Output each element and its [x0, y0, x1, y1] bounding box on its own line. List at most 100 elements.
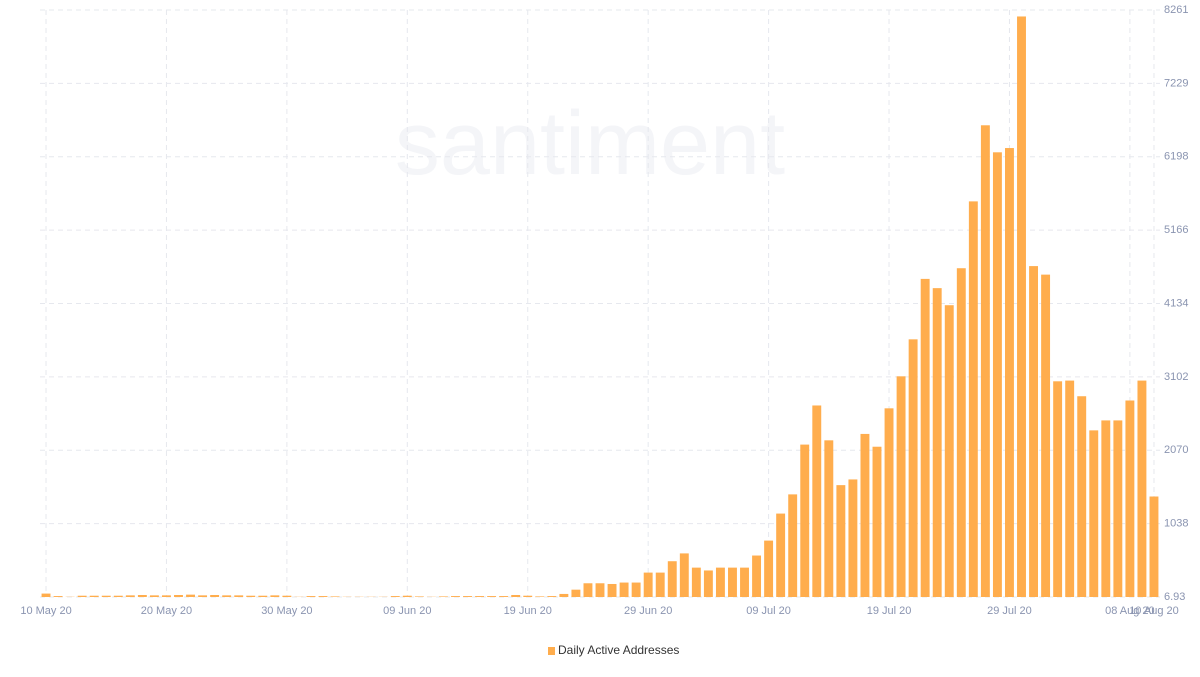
- bar: [487, 596, 497, 597]
- bar: [764, 540, 774, 597]
- bar: [41, 593, 51, 597]
- bar: [968, 201, 978, 597]
- bar: [306, 596, 316, 597]
- bar: [77, 595, 87, 597]
- bar: [438, 596, 448, 597]
- bar: [848, 479, 858, 597]
- bar: [318, 596, 328, 597]
- bar: [1077, 396, 1087, 597]
- x-tick-label: 08 Aug 20: [1105, 605, 1155, 617]
- bar: [992, 152, 1002, 597]
- bar: [390, 596, 400, 597]
- bar: [679, 553, 689, 597]
- bar: [1101, 420, 1111, 597]
- bar: [1029, 266, 1039, 597]
- bar: [186, 594, 195, 597]
- bar: [812, 405, 822, 597]
- bar: [523, 595, 533, 597]
- bar: [728, 567, 737, 597]
- bar: [631, 582, 641, 597]
- bar: [932, 288, 942, 597]
- x-tick-label: 19 Jul 20: [867, 605, 912, 617]
- bar: [53, 596, 63, 597]
- bar: [1053, 381, 1063, 597]
- legend-label: Daily Active Addresses: [558, 643, 679, 657]
- x-tick-label: 09 Jul 20: [746, 605, 791, 617]
- bar: [499, 596, 509, 597]
- bar: [511, 595, 521, 597]
- bar: [559, 593, 569, 597]
- bar: [872, 446, 882, 597]
- bar: [1125, 400, 1135, 597]
- bar: [1005, 148, 1014, 597]
- bar: [270, 595, 280, 597]
- x-tick-label: 29 Jul 20: [987, 605, 1032, 617]
- y-tick-label: 3102: [1164, 371, 1188, 383]
- bar: [703, 570, 713, 597]
- bar: [113, 595, 123, 597]
- bar: [535, 596, 545, 597]
- bar: [125, 595, 135, 597]
- bar: [824, 440, 834, 597]
- bar: [402, 595, 412, 597]
- legend-swatch: [548, 647, 555, 655]
- bar: [715, 567, 725, 597]
- x-tick-label: 10 Aug 20: [1129, 605, 1179, 617]
- bar: [1065, 380, 1075, 597]
- y-tick-label: 6198: [1164, 151, 1188, 163]
- bar: [137, 595, 147, 597]
- x-tick-label: 29 Jun 20: [624, 605, 672, 617]
- bar: [619, 582, 629, 597]
- bar: [234, 595, 244, 597]
- x-tick-label: 30 May 20: [261, 605, 312, 617]
- bar: [788, 494, 798, 597]
- bar: [174, 595, 183, 597]
- bar: [222, 595, 232, 597]
- y-tick-label: 1038: [1164, 518, 1188, 530]
- bar: [282, 595, 292, 597]
- bar: [896, 376, 906, 597]
- bar: [956, 268, 966, 597]
- bar: [89, 595, 99, 597]
- bar: [836, 485, 846, 597]
- x-tick-label: 10 May 20: [20, 605, 71, 617]
- bar: [1149, 496, 1159, 597]
- bar: [198, 595, 208, 597]
- bar: [776, 513, 786, 597]
- y-tick-label: 7229: [1164, 77, 1188, 89]
- bar: [149, 595, 159, 597]
- bar: [414, 596, 424, 597]
- watermark: santiment: [395, 94, 785, 194]
- bar: [1041, 274, 1051, 597]
- bar: [258, 595, 268, 597]
- bar: [908, 339, 918, 597]
- bar: [655, 572, 665, 597]
- bar: [1113, 420, 1123, 597]
- bar: [1017, 16, 1026, 597]
- bar: [161, 595, 171, 597]
- bar: [210, 595, 220, 597]
- bar: [475, 596, 485, 597]
- bar: [595, 583, 605, 597]
- bar: [246, 595, 256, 597]
- y-tick-label: 5166: [1164, 224, 1188, 236]
- x-tick-label: 19 Jun 20: [504, 605, 552, 617]
- bar: [643, 572, 653, 597]
- bar: [451, 596, 460, 597]
- bar: [667, 561, 677, 597]
- bar: [920, 278, 930, 597]
- bar: [980, 125, 990, 598]
- bar: [944, 305, 954, 597]
- bar: [860, 433, 870, 597]
- bar: [1089, 430, 1099, 597]
- bar: [752, 555, 762, 597]
- bar: [740, 567, 749, 597]
- x-tick-label: 20 May 20: [141, 605, 192, 617]
- y-tick-label: 2070: [1164, 444, 1188, 456]
- bar: [463, 596, 472, 597]
- x-tick-label: 09 Jun 20: [383, 605, 431, 617]
- bar: [583, 583, 593, 597]
- bar: [547, 596, 557, 597]
- bar: [691, 567, 701, 597]
